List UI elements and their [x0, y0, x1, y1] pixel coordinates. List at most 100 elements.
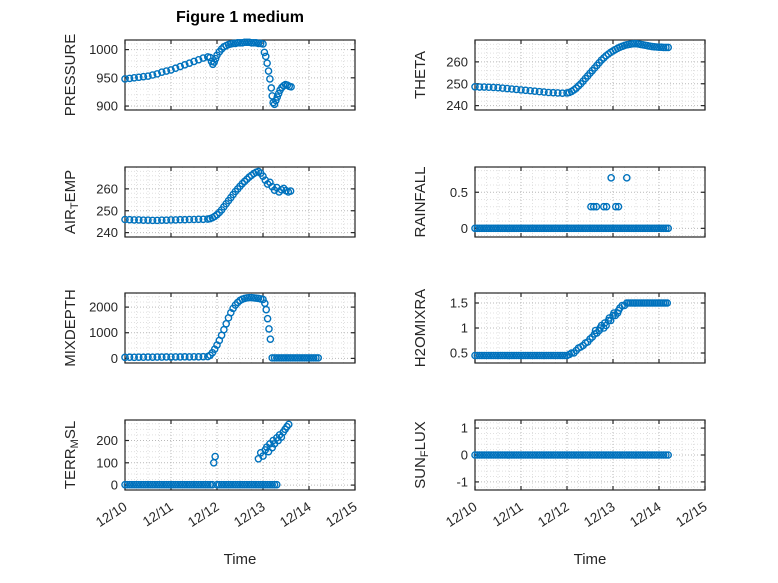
data-point-marker: [121, 215, 129, 224]
data-point-marker: [240, 38, 249, 47]
data-point-marker: [171, 64, 180, 73]
data-point-marker: [201, 480, 210, 489]
data-point-marker: [148, 216, 157, 225]
data-point-marker: [146, 480, 155, 489]
figure-title: Figure 1 medium: [175, 9, 305, 26]
y-tick-label: 1.5: [450, 296, 468, 311]
x-tick-label: 12/10: [443, 499, 480, 530]
y-axis-label: PRESSURE: [62, 34, 79, 117]
data-point-marker: [130, 353, 138, 362]
data-point-marker: [247, 480, 256, 489]
y-axis-label: THETA: [412, 51, 429, 99]
data-point-marker: [162, 216, 171, 224]
y-tick-label: 1000: [89, 42, 118, 57]
data-point-marker: [659, 43, 668, 52]
data-point-marker: [309, 354, 318, 362]
data-point-marker: [611, 202, 620, 211]
data-point-marker: [164, 480, 173, 489]
data-point-marker: [190, 480, 198, 489]
data-point-marker: [132, 480, 141, 489]
data-point-marker: [512, 85, 521, 94]
data-point-marker: [180, 215, 189, 224]
data-point-marker: [507, 351, 516, 360]
data-point-marker: [213, 480, 221, 489]
major-grid: [474, 420, 706, 490]
data-point-marker: [226, 480, 235, 489]
x-tick-label: 12/13: [231, 499, 268, 530]
data-point-marker: [267, 84, 276, 92]
data-point-marker: [510, 451, 518, 459]
data-point-marker: [659, 224, 668, 233]
y-tick-label: 2000: [89, 300, 118, 315]
data-point-marker: [623, 174, 631, 182]
data-point-marker: [496, 224, 505, 233]
x-tick-label: 12/11: [490, 499, 526, 529]
data-point-marker: [540, 88, 548, 96]
y-tick-label: 0: [461, 221, 468, 236]
y-axis-label: AIRTEMP: [62, 170, 81, 234]
data-point-marker: [602, 202, 611, 211]
data-point-marker: [268, 480, 277, 489]
data-point-marker: [162, 480, 171, 489]
data-point-marker: [505, 224, 514, 233]
axes-box: [124, 166, 356, 238]
data-point-marker: [125, 215, 134, 224]
data-point-marker: [531, 87, 539, 95]
data-point-marker: [187, 480, 196, 489]
data-point-marker: [185, 353, 194, 361]
data-point-marker: [178, 480, 187, 489]
data-point-marker: [121, 75, 129, 83]
data-point-marker: [261, 480, 270, 489]
y-tick-label: 240: [446, 98, 468, 113]
data-point-marker: [137, 480, 145, 489]
data-point-marker: [176, 215, 184, 224]
data-point-marker: [664, 43, 673, 52]
data-point-marker: [245, 293, 253, 302]
data-point-marker: [659, 451, 668, 459]
data-point-marker: [662, 43, 670, 52]
data-point-marker: [176, 62, 184, 71]
data-point-marker: [229, 480, 237, 489]
data-point-marker: [544, 88, 553, 97]
data-point-marker: [629, 39, 638, 48]
data-point-marker: [272, 480, 281, 489]
data-point-marker: [505, 451, 514, 459]
data-point-marker: [160, 480, 168, 489]
subplot-sun_flux: -1 0 1 12/10 12/11 12/12 12/13 12/14 12/15 SUNFLU…: [412, 419, 710, 530]
data-point-marker: [190, 57, 198, 66]
data-point-marker: [229, 39, 237, 48]
data-point-marker: [607, 174, 615, 182]
data-point-marker: [554, 89, 562, 97]
data-point-marker: [139, 72, 148, 81]
x-axis-label-right: Time: [573, 551, 607, 568]
data-point-marker: [194, 353, 203, 361]
data-point-marker: [233, 39, 242, 47]
data-point-marker: [183, 480, 191, 489]
data-point-marker: [130, 74, 138, 82]
data-point-marker: [162, 67, 171, 75]
minor-grid: [125, 420, 355, 490]
data-point-marker: [224, 480, 233, 489]
data-point-marker: [558, 89, 567, 97]
data-point-marker: [167, 353, 175, 361]
data-point-marker: [259, 452, 267, 460]
x-tick-label: 12/12: [535, 499, 572, 530]
data-point-marker: [144, 216, 152, 224]
data-point-marker: [295, 354, 304, 362]
data-point-marker: [141, 480, 150, 489]
data-point-marker: [592, 202, 601, 211]
data-point-marker: [153, 216, 161, 225]
axes-box: [474, 39, 706, 111]
data-point-marker: [663, 299, 672, 307]
major-grid: [124, 40, 356, 110]
data-point-marker: [263, 314, 272, 323]
data-point-marker: [134, 216, 143, 224]
data-points: [471, 174, 673, 233]
data-point-marker: [262, 305, 271, 314]
x-tick-label: 12/14: [627, 499, 664, 530]
data-point-marker: [144, 480, 152, 489]
y-tick-label: -1: [456, 474, 468, 489]
data-point-marker: [203, 480, 212, 489]
data-point-marker: [144, 353, 152, 361]
